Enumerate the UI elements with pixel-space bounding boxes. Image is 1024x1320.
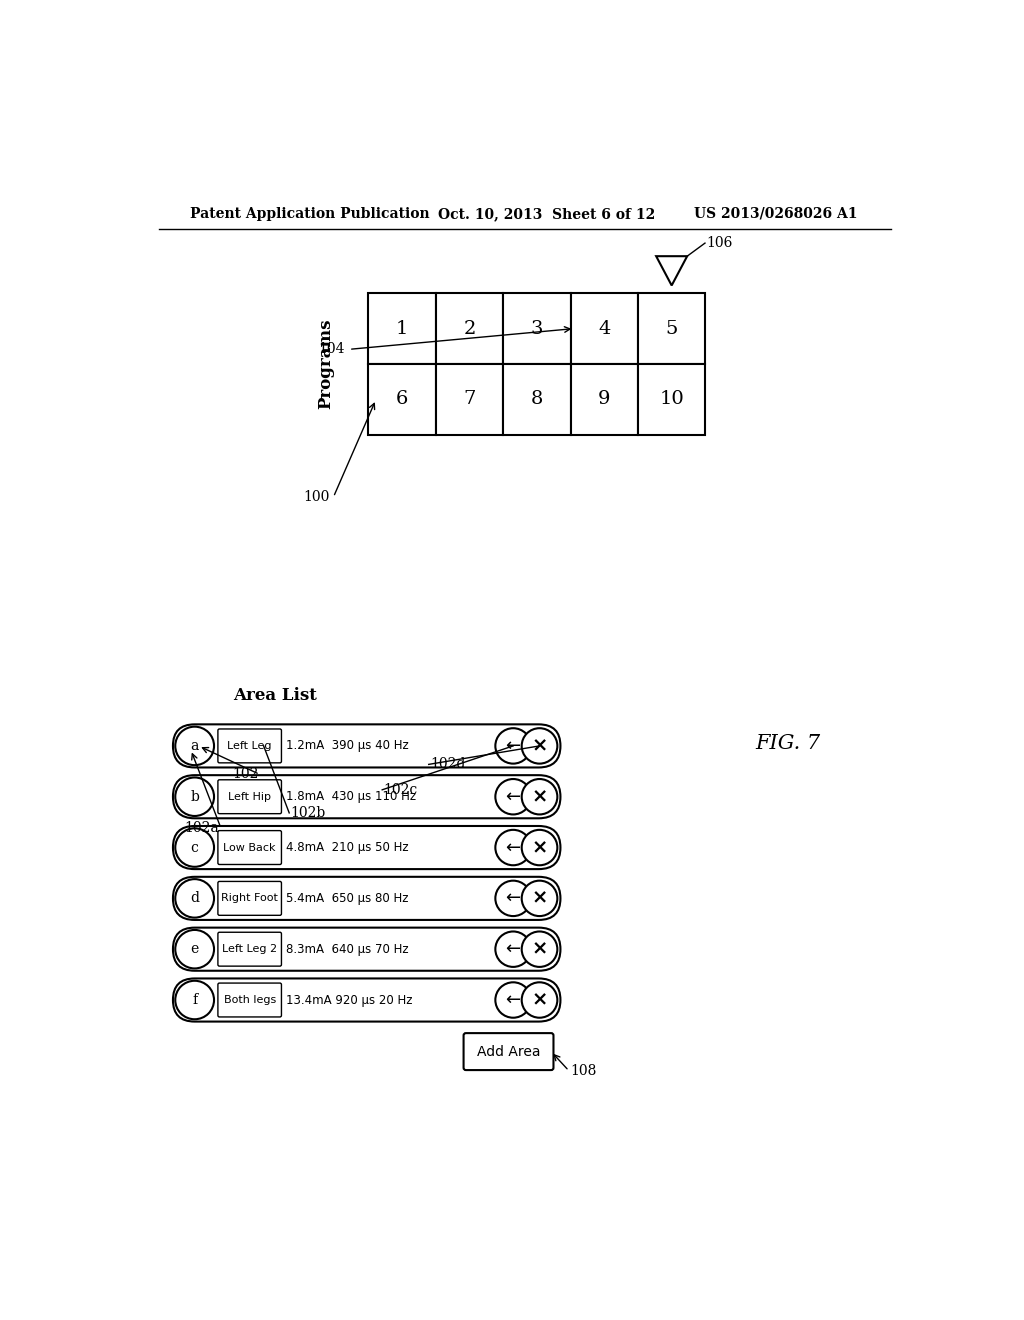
Text: ←: ← [506,991,521,1008]
FancyBboxPatch shape [173,826,560,869]
Text: ×: × [531,737,548,755]
Text: 10: 10 [659,391,684,408]
Bar [369,364,435,434]
Text: 1: 1 [395,319,409,338]
Text: 3: 3 [530,319,543,338]
Text: 6: 6 [395,391,409,408]
FancyBboxPatch shape [218,983,282,1016]
Text: 5.4mA  650 μs 80 Hz: 5.4mA 650 μs 80 Hz [286,892,409,906]
FancyBboxPatch shape [218,882,282,915]
Text: ←: ← [506,890,521,907]
FancyBboxPatch shape [218,830,282,865]
Polygon shape [656,256,687,285]
Text: 4: 4 [598,319,610,338]
Circle shape [496,880,531,916]
Circle shape [521,880,557,916]
Bar [503,364,570,434]
Text: ←: ← [506,788,521,805]
Bar [435,293,503,364]
Bar [570,364,638,434]
Text: f: f [193,993,198,1007]
Text: c: c [190,841,199,854]
FancyBboxPatch shape [173,725,560,767]
Text: Left Leg: Left Leg [227,741,272,751]
Text: Area List: Area List [233,688,317,705]
Text: FIG. 7: FIG. 7 [756,734,821,754]
Text: 4.8mA  210 μs 50 Hz: 4.8mA 210 μs 50 Hz [286,841,409,854]
Text: 5: 5 [666,319,678,338]
Text: 1.2mA  390 μs 40 Hz: 1.2mA 390 μs 40 Hz [286,739,409,752]
FancyBboxPatch shape [218,729,282,763]
Text: d: d [190,891,199,906]
Bar [503,293,570,364]
Circle shape [175,726,214,766]
Bar [570,293,638,364]
Text: 8.3mA  640 μs 70 Hz: 8.3mA 640 μs 70 Hz [286,942,409,956]
Text: Both legs: Both legs [223,995,275,1005]
Circle shape [175,777,214,816]
Text: 1.8mA  430 μs 110 Hz: 1.8mA 430 μs 110 Hz [286,791,416,804]
Text: 9: 9 [598,391,610,408]
FancyBboxPatch shape [173,876,560,920]
Circle shape [496,729,531,763]
Text: Left Hip: Left Hip [228,792,271,801]
Text: a: a [190,739,199,752]
Text: ←: ← [506,737,521,755]
FancyBboxPatch shape [464,1034,554,1071]
Text: 106: 106 [707,236,733,249]
Circle shape [496,779,531,814]
Text: Low Back: Low Back [223,842,275,853]
Text: 102b: 102b [291,807,326,820]
Text: 102a: 102a [184,821,219,836]
Text: 8: 8 [530,391,543,408]
Text: Right Foot: Right Foot [221,894,279,903]
Circle shape [521,779,557,814]
Text: Oct. 10, 2013  Sheet 6 of 12: Oct. 10, 2013 Sheet 6 of 12 [438,207,655,220]
Text: ×: × [531,888,548,908]
Text: 104: 104 [318,342,345,356]
FancyBboxPatch shape [173,928,560,970]
FancyBboxPatch shape [218,780,282,813]
Circle shape [521,729,557,763]
Text: ×: × [531,838,548,857]
Text: 100: 100 [303,490,330,504]
Text: ←: ← [506,838,521,857]
FancyBboxPatch shape [218,932,282,966]
Text: b: b [190,789,199,804]
Text: ×: × [531,787,548,807]
Text: 102: 102 [231,767,258,781]
Text: Add Area: Add Area [477,1044,541,1059]
Circle shape [521,982,557,1018]
Circle shape [175,829,214,867]
Text: ×: × [531,940,548,958]
Text: 102c: 102c [384,783,418,797]
Bar [638,364,706,434]
FancyBboxPatch shape [173,978,560,1022]
Text: 108: 108 [570,1064,597,1078]
Circle shape [521,830,557,866]
Circle shape [496,932,531,966]
Text: 7: 7 [463,391,475,408]
Circle shape [175,879,214,917]
Text: ×: × [531,990,548,1010]
Text: ←: ← [506,940,521,958]
Text: Left Leg 2: Left Leg 2 [222,944,278,954]
Text: 102d: 102d [430,758,466,771]
Text: US 2013/0268026 A1: US 2013/0268026 A1 [693,207,857,220]
FancyBboxPatch shape [173,775,560,818]
Text: 13.4mA 920 μs 20 Hz: 13.4mA 920 μs 20 Hz [286,994,413,1007]
Text: Patent Application Publication: Patent Application Publication [190,207,430,220]
Bar [369,293,435,364]
Text: e: e [190,942,199,956]
Text: 2: 2 [463,319,475,338]
Circle shape [175,981,214,1019]
Bar [638,293,706,364]
Circle shape [496,830,531,866]
Text: Programs: Programs [317,318,334,409]
Circle shape [521,932,557,966]
Circle shape [496,982,531,1018]
Circle shape [175,929,214,969]
Bar [435,364,503,434]
